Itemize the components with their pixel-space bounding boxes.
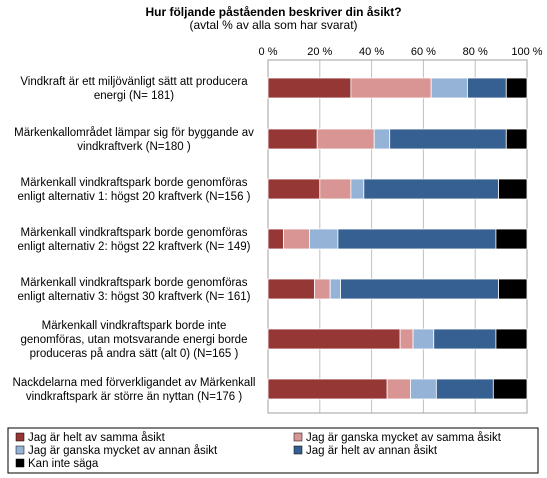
category-label-line: energi (N= 181) xyxy=(94,90,174,102)
bar-segment xyxy=(267,178,321,200)
bar-segment xyxy=(363,178,499,200)
bar-segment xyxy=(340,278,499,300)
bar-segment xyxy=(337,228,497,250)
legend-label: Kan inte säga xyxy=(28,458,99,470)
bar-segment xyxy=(309,228,339,250)
chart-title: Hur följande påståenden beskriver din ås… xyxy=(145,5,402,19)
category-label-line: vindkraftspark är större än nyttan (N=17… xyxy=(26,391,243,403)
bar-segment xyxy=(319,178,352,200)
x-tick-label: 100 % xyxy=(511,46,542,58)
legend-swatch xyxy=(15,445,25,455)
legend-label: Jag är helt av annan åsikt xyxy=(306,445,438,457)
legend-swatch xyxy=(293,445,303,455)
bar-segment xyxy=(435,378,494,400)
category-label-line: Vindkraft är ett miljövänligt sätt att p… xyxy=(20,76,248,88)
bar-segment xyxy=(283,228,310,250)
category-label-line: genomföras, utan motsvarande energi bord… xyxy=(21,334,248,346)
category-label: Märkenkall vindkraftspark borde genomför… xyxy=(18,227,251,253)
legend-swatch xyxy=(15,458,25,468)
bar-segment xyxy=(314,278,331,300)
category-label: Märkenkall vindkraftspark borde genomför… xyxy=(18,177,251,203)
bar-segment xyxy=(389,128,507,150)
x-tick-label: 60 % xyxy=(411,46,436,58)
bar-segment xyxy=(492,378,528,400)
bar-segment xyxy=(399,328,414,350)
legend-swatch xyxy=(293,432,303,442)
chart-subtitle: (avtal % av alla som har svarat) xyxy=(189,18,358,32)
category-label: Nackdelarna med förverkligandet av Märke… xyxy=(13,377,256,403)
bar-segment xyxy=(412,328,435,350)
legend-frame xyxy=(7,427,539,474)
bar-segment xyxy=(267,77,352,99)
bar-segment xyxy=(467,77,507,99)
category-label-line: enligt alternativ 3: högst 30 kraftverk … xyxy=(18,291,251,303)
category-label: Märkenkall vindkraftspark borde genomför… xyxy=(18,277,251,303)
category-label: Vindkraft är ett miljövänligt sätt att p… xyxy=(20,76,248,102)
category-label-line: Nackdelarna med förverkligandet av Märke… xyxy=(13,377,256,389)
bar-segment xyxy=(373,128,391,150)
bar-segment xyxy=(505,128,528,150)
category-label-line: enligt alternativ 2: högst 22 kraftverk … xyxy=(18,241,251,253)
bar-segment xyxy=(410,378,437,400)
bar-segment xyxy=(430,77,468,99)
legend-label: Jag är ganska mycket av samma åsikt xyxy=(306,432,502,444)
x-axis-tick-labels: 0 % 20 % 40 % 60 % 80 % 100 % xyxy=(259,46,543,58)
bar-segment xyxy=(350,77,432,99)
x-tick-label: 20 % xyxy=(307,46,332,58)
bar-segment xyxy=(267,278,316,300)
legend: Jag är helt av samma åsikt Jag är ganska … xyxy=(7,427,539,474)
bar-segment xyxy=(495,228,528,250)
bar-segment xyxy=(316,128,375,150)
category-label: Märkenkall vindkraftspark borde inte geno… xyxy=(21,320,248,360)
x-tick-label: 40 % xyxy=(359,46,384,58)
x-tick-label: 80 % xyxy=(463,46,488,58)
category-label-line: Märkenkall vindkraftspark borde genomför… xyxy=(21,227,248,239)
category-label-line: vindkraftverk (N=180 ) xyxy=(77,141,191,153)
bar-segment xyxy=(386,378,411,400)
bar-segment xyxy=(498,178,528,200)
category-label: Märkenkallområdet lämpar sig för byggand… xyxy=(14,127,254,153)
legend-swatch xyxy=(15,432,25,442)
bar-segment xyxy=(433,328,497,350)
x-tick-label: 0 % xyxy=(259,46,278,58)
bar-segment xyxy=(505,77,528,99)
bar-segment xyxy=(498,278,528,300)
bar-segment xyxy=(350,178,365,200)
category-labels: Vindkraft är ett miljövänligt sätt att p… xyxy=(13,76,256,403)
bar-segment xyxy=(329,278,341,300)
category-label-line: Märkenkallområdet lämpar sig för byggand… xyxy=(14,127,254,139)
legend-label: Jag är ganska mycket av annan åsikt xyxy=(28,445,218,457)
category-label-line: Märkenkall vindkraftspark borde inte xyxy=(42,320,227,332)
bar-segments xyxy=(267,77,528,400)
bar-segment xyxy=(267,128,318,150)
category-label-line: Märkenkall vindkraftspark borde genomför… xyxy=(21,177,248,189)
bar-segment xyxy=(267,378,388,400)
category-label-line: produceras på andra sätt (alt 0) (N=165 … xyxy=(30,348,239,360)
bar-segment xyxy=(495,328,528,350)
category-label-line: enligt alternativ 1: högst 20 kraftverk … xyxy=(18,191,251,203)
bar-segment xyxy=(267,328,401,350)
bar-segment xyxy=(267,228,284,250)
legend-label: Jag är helt av samma åsikt xyxy=(28,432,166,444)
category-label-line: Märkenkall vindkraftspark borde genomför… xyxy=(21,277,248,289)
